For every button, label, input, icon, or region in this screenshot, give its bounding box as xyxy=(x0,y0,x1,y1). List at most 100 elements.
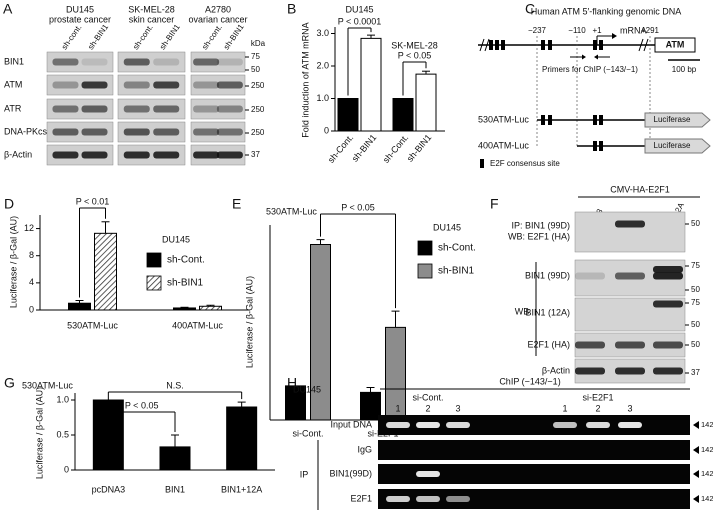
e2f-site xyxy=(593,141,597,151)
break-mark xyxy=(484,38,490,52)
bar xyxy=(392,98,414,132)
size-arrow xyxy=(693,421,699,429)
cell-line: SK-MEL-28 xyxy=(128,4,175,14)
bar xyxy=(159,446,191,471)
gene-label: ATM xyxy=(666,39,685,49)
bar xyxy=(360,37,382,132)
bar-label: sh-Cont. xyxy=(381,132,411,164)
panel-letter: H xyxy=(287,375,297,391)
band xyxy=(123,81,150,89)
e2f-site xyxy=(501,40,505,50)
primer-arrow xyxy=(594,54,598,60)
e2f-site xyxy=(599,40,603,50)
construct-label: 400ATM-Luc xyxy=(478,140,529,150)
panel-letter: A xyxy=(3,1,13,17)
band xyxy=(386,422,410,428)
lane-number: 3 xyxy=(627,403,632,413)
bar xyxy=(360,391,381,421)
x-tick-label: BIN1 xyxy=(165,484,185,494)
ip-label: WB: E2F1 (HA) xyxy=(508,231,570,241)
y-tick-label: 1.0 xyxy=(56,394,69,404)
band xyxy=(653,367,683,375)
band xyxy=(123,58,150,66)
band xyxy=(153,81,180,89)
reporter-box xyxy=(644,138,711,154)
y-tick-label: 3.0 xyxy=(316,28,329,38)
size-arrow xyxy=(693,470,699,478)
legend-swatch xyxy=(146,275,162,291)
band xyxy=(193,81,220,89)
panel-letter: F xyxy=(490,196,499,212)
band xyxy=(446,496,470,502)
marker: 75 xyxy=(691,298,700,307)
position-label: +1 xyxy=(592,26,602,35)
band xyxy=(153,151,180,159)
blot-strip xyxy=(117,121,186,143)
mrna-label: mRNA xyxy=(620,25,647,35)
reporter-label: Luciferase xyxy=(654,141,691,150)
lane-label: sh-BIN1 xyxy=(86,22,110,51)
row-label: β-Actin xyxy=(542,365,570,375)
annotation: P < 0.05 xyxy=(398,50,432,60)
row-label: BIN1 (12A) xyxy=(525,307,570,317)
y-tick-label: 0.5 xyxy=(56,429,69,439)
e2f-site xyxy=(593,115,597,125)
e2f-site xyxy=(599,115,603,125)
row-label: β-Actin xyxy=(4,149,32,159)
panel-letter: G xyxy=(4,375,15,391)
bar xyxy=(68,302,91,311)
gel-strip xyxy=(378,415,690,435)
band xyxy=(416,422,440,428)
bar-label: sh-BIN1 xyxy=(350,132,379,163)
band xyxy=(416,496,440,502)
annotation: P < 0.01 xyxy=(76,196,110,206)
band xyxy=(615,272,645,280)
y-tick-label: 0 xyxy=(29,304,34,314)
legend-title: DU145 xyxy=(162,234,190,244)
band xyxy=(153,128,180,136)
y-tick-label: 0 xyxy=(324,125,329,135)
band xyxy=(81,128,108,136)
band xyxy=(193,58,220,66)
row-label: DNA-PKcs xyxy=(4,126,48,136)
band xyxy=(153,58,180,66)
band xyxy=(52,151,79,159)
e2f-site xyxy=(593,40,597,50)
e2f-site xyxy=(495,40,499,50)
blot-strip xyxy=(46,144,114,166)
gel-strip xyxy=(378,489,690,509)
x-tick-label: 530ATM-Luc xyxy=(67,320,118,330)
band xyxy=(615,220,645,228)
lane-number: 2 xyxy=(595,403,600,413)
marker: 37 xyxy=(251,150,260,159)
gene-box xyxy=(654,37,696,53)
band xyxy=(216,128,243,136)
cell-line: DU145 xyxy=(66,4,94,14)
size-label: 142 bp xyxy=(701,420,713,429)
panel-letter: E xyxy=(232,196,241,212)
bar xyxy=(94,232,117,311)
bar xyxy=(415,73,437,132)
bar xyxy=(199,305,222,311)
reporter-label: Luciferase xyxy=(654,115,691,124)
marker: 50 xyxy=(251,65,260,74)
group-label: si-Cont. xyxy=(412,392,443,402)
band xyxy=(615,367,645,375)
size-arrow xyxy=(693,495,699,503)
ip-label: IP: BIN1 (99D) xyxy=(511,220,570,230)
marker: 250 xyxy=(251,81,265,90)
annotation: P < 0.05 xyxy=(341,202,375,212)
band xyxy=(193,151,220,159)
cancer-type: prostate cancer xyxy=(49,14,111,24)
wb-label: WB xyxy=(515,306,530,316)
lane-number: 1 xyxy=(562,403,567,413)
cancer-type: ovarian cancer xyxy=(188,14,247,24)
band xyxy=(618,422,642,428)
e2f-site xyxy=(541,115,545,125)
legend-label: sh-BIN1 xyxy=(438,266,475,277)
panel-letter: C xyxy=(525,1,535,17)
row-label: ATR xyxy=(4,103,22,113)
band xyxy=(81,105,108,113)
y-tick-label: 1.0 xyxy=(316,93,329,103)
band xyxy=(193,105,220,113)
